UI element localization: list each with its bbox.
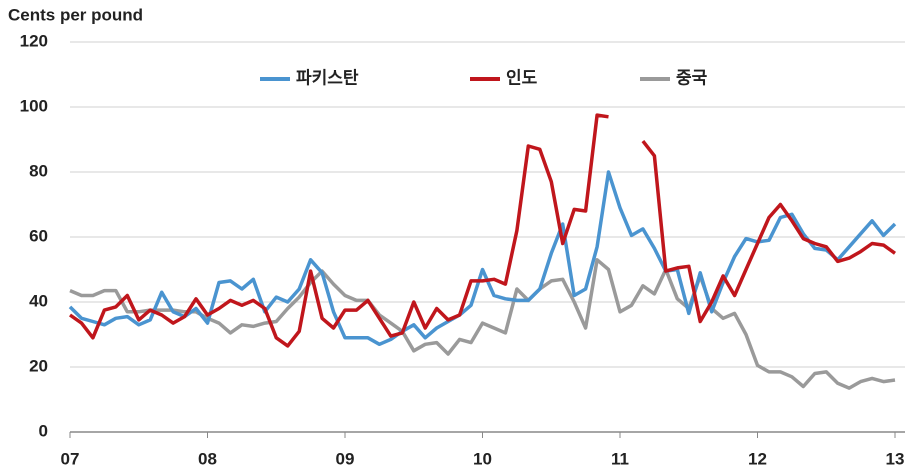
y-tick-label: 80 xyxy=(29,161,48,180)
y-tick-label: 100 xyxy=(20,96,48,115)
series-line xyxy=(68,113,897,348)
y-tick-label: 120 xyxy=(20,31,48,50)
y-tick-label: 60 xyxy=(29,226,48,245)
series-line xyxy=(69,258,896,390)
x-tick-label: 11 xyxy=(611,449,629,468)
x-tick-label: 12 xyxy=(748,449,767,468)
legend-label: 파키스탄 xyxy=(296,68,359,87)
x-tick-label: 10 xyxy=(473,449,492,468)
legend-label: 중국 xyxy=(676,68,708,87)
x-tick-label: 08 xyxy=(198,449,217,468)
y-tick-label: 40 xyxy=(29,291,48,310)
x-tick-label: 09 xyxy=(336,449,355,468)
y-tick-label: 0 xyxy=(39,421,48,440)
series-line xyxy=(68,170,897,347)
y-axis-label: Cents per pound xyxy=(8,5,143,24)
x-tick-label: 07 xyxy=(61,449,80,468)
y-tick-label: 20 xyxy=(29,356,48,375)
x-tick-label: 13 xyxy=(886,449,905,468)
legend-label: 인도 xyxy=(506,68,538,87)
